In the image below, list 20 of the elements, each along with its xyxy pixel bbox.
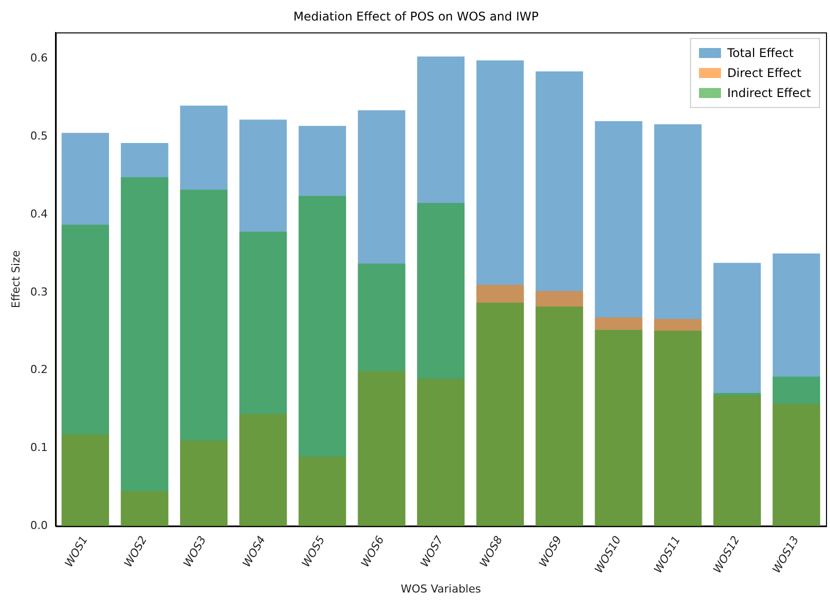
legend-label: Direct Effect [727, 66, 802, 80]
bar [772, 376, 820, 526]
chart-title: Mediation Effect of POS on WOS and IWP [293, 9, 539, 24]
y-tick-label: 0.6 [30, 52, 48, 65]
legend-label: Indirect Effect [727, 86, 811, 100]
legend-label: Total Effect [727, 46, 794, 60]
y-tick-label: 0.5 [30, 130, 48, 143]
bar [180, 190, 228, 526]
y-axis-title: Effect Size [9, 250, 22, 308]
y-tick-label: 0.4 [30, 207, 48, 220]
bar [62, 224, 110, 526]
bar [239, 232, 287, 526]
y-tick-label: 0.1 [30, 441, 48, 454]
y-tick-label: 0.3 [30, 285, 48, 298]
bar [298, 196, 346, 526]
y-tick-label: 0.2 [30, 363, 48, 376]
bar [417, 202, 465, 526]
x-axis-title: WOS Variables [400, 582, 482, 596]
y-tick-label: 0.0 [30, 518, 48, 532]
bar [358, 264, 406, 526]
